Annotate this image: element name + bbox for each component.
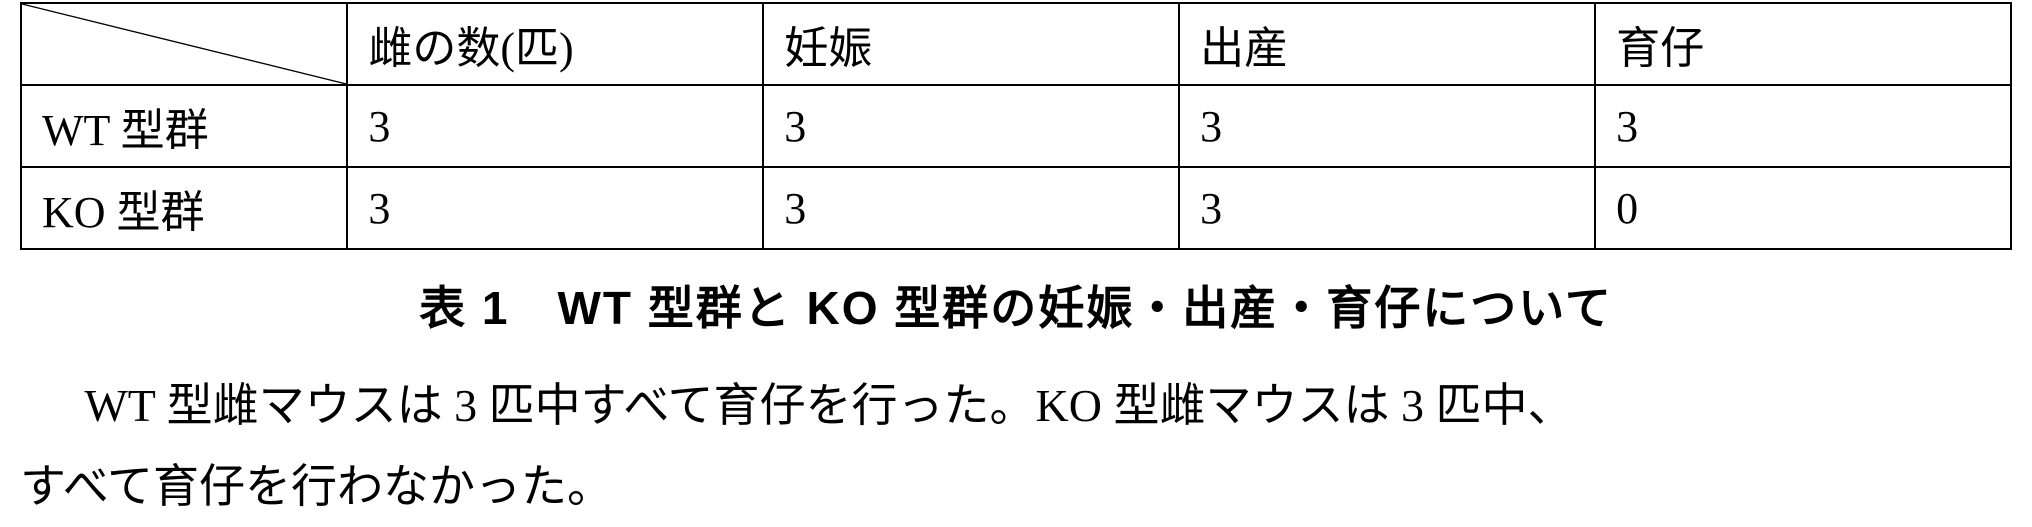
table-cell: 3 (1595, 85, 2011, 167)
table-row-label: KO 型群 (21, 167, 347, 249)
table-row: WT 型群 3 3 3 3 (21, 85, 2011, 167)
table-cell: 3 (1179, 167, 1595, 249)
table-cell: 0 (1595, 167, 2011, 249)
table-header-diagonal (21, 3, 347, 85)
table-cell: 3 (763, 85, 1179, 167)
table-row: KO 型群 3 3 3 0 (21, 167, 2011, 249)
body-paragraph: WT 型雌マウスは 3 匹中すべて育仔を行った。KO 型雌マウスは 3 匹中、 … (20, 366, 2012, 527)
table-header-cell: 出産 (1179, 3, 1595, 85)
table-row-label: WT 型群 (21, 85, 347, 167)
body-line-1: WT 型雌マウスは 3 匹中すべて育仔を行った。KO 型雌マウスは 3 匹中、 (20, 366, 2012, 447)
table-header-cell: 雌の数(匹) (347, 3, 763, 85)
table-cell: 3 (347, 167, 763, 249)
table-cell: 3 (1179, 85, 1595, 167)
body-line-2: すべて育仔を行わなかった。 (20, 461, 613, 512)
table-cell: 3 (347, 85, 763, 167)
data-table: 雌の数(匹) 妊娠 出産 育仔 WT 型群 3 3 3 3 KO 型群 3 3 … (20, 2, 2012, 250)
table-header-row: 雌の数(匹) 妊娠 出産 育仔 (21, 3, 2011, 85)
table-header-cell: 育仔 (1595, 3, 2011, 85)
table-cell: 3 (763, 167, 1179, 249)
table-caption: 表 1 WT 型群と KO 型群の妊娠・出産・育仔について (20, 272, 2012, 338)
diagonal-line-icon (22, 4, 346, 84)
table-header-cell: 妊娠 (763, 3, 1179, 85)
